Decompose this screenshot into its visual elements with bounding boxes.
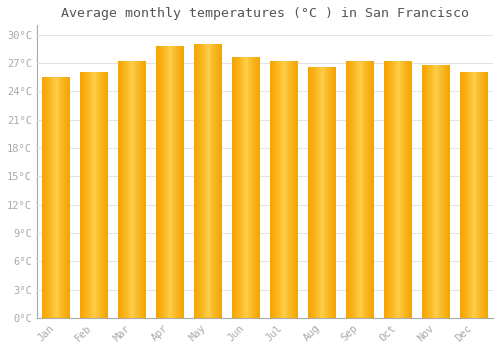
Title: Average monthly temperatures (°C ) in San Francisco: Average monthly temperatures (°C ) in Sa…: [61, 7, 469, 20]
